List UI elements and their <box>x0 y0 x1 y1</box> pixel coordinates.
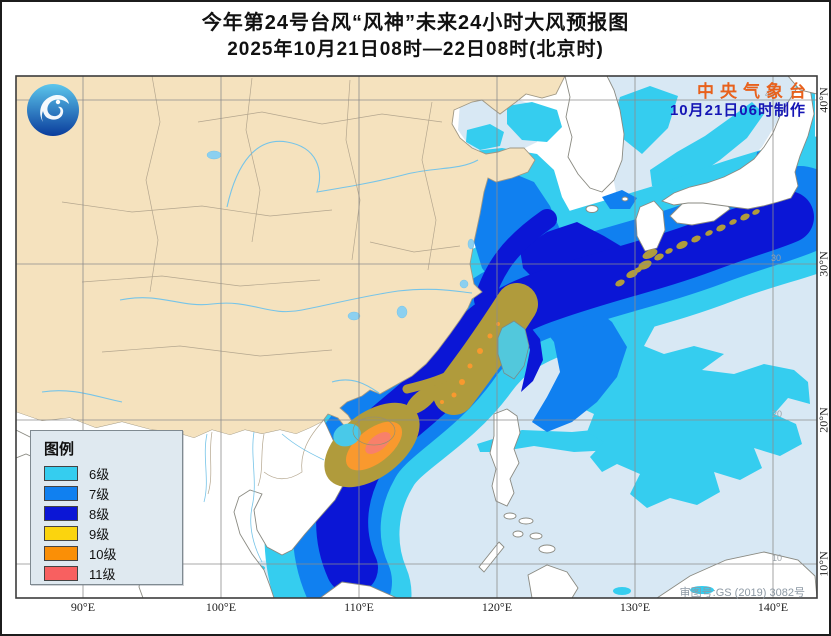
legend-label-7: 7级 <box>89 486 110 502</box>
map-approval-number: 审图号:GS (2019) 3082号 <box>679 587 805 599</box>
svg-text:20: 20 <box>772 409 782 419</box>
lon-label-140e: 140°E <box>757 600 789 614</box>
legend-row: 8级 <box>31 503 182 523</box>
svg-text:30: 30 <box>771 253 781 263</box>
hainan-outline <box>352 416 396 446</box>
legend-swatch-6 <box>44 465 78 481</box>
title-line2: 2025年10月21日08时—22日08时(北京时) <box>227 39 604 60</box>
lat-label-30n: 30°N <box>816 251 831 277</box>
legend-swatch-7 <box>44 485 78 501</box>
legend-label-8: 8级 <box>89 506 110 522</box>
legend-row: 11级 <box>31 563 182 583</box>
lat-label-40n: 40°N <box>816 87 831 113</box>
legend-row: 6级 <box>31 463 182 483</box>
legend-label-10: 10级 <box>89 546 117 562</box>
agency-name: 中央气象台 <box>697 82 812 101</box>
tonkin-gulf-light-patch <box>333 423 361 447</box>
land-korea-japan <box>564 76 817 252</box>
taiwan-island <box>497 320 530 380</box>
lat-label-20n: 20°N <box>816 407 831 433</box>
legend-row: 10级 <box>31 543 182 563</box>
map-frame <box>15 75 818 599</box>
issue-time: 10月21日06时制作 <box>669 102 806 119</box>
issuer-block: 中央气象台 10月21日06时制作 <box>670 82 806 120</box>
lakes <box>206 150 475 321</box>
legend-row: 7级 <box>31 483 182 503</box>
svg-text:40: 40 <box>765 89 775 99</box>
legend-swatch-8 <box>44 505 78 521</box>
grid-lines <box>16 76 817 598</box>
title-line1: 今年第24号台风“风神”未来24小时大风预报图 <box>201 12 630 34</box>
wind-area-11 <box>365 432 391 454</box>
rivers <box>41 140 479 563</box>
lon-label-100e: 100°E <box>205 600 237 614</box>
legend-label-11: 11级 <box>89 566 116 582</box>
legend-row: 9级 <box>31 523 182 543</box>
legend: 图例 6级 7级 8级 9级 10级 11级 <box>30 430 183 585</box>
cma-logo-icon <box>27 84 79 136</box>
page-title: 今年第24号台风“风神”未来24小时大风预报图 2025年10月21日08时—2… <box>2 10 829 62</box>
lon-label-120e: 120°E <box>481 600 513 614</box>
legend-label-9: 9级 <box>89 526 110 542</box>
lon-label-130e: 130°E <box>619 600 651 614</box>
legend-label-6: 6级 <box>89 466 110 482</box>
legend-title: 图例 <box>44 441 75 458</box>
legend-swatch-10 <box>44 545 78 561</box>
country-borders <box>207 419 325 495</box>
lon-label-90e: 90°E <box>70 600 96 614</box>
svg-text:10: 10 <box>772 553 782 563</box>
land-philippines-borneo <box>319 408 817 598</box>
wind-specks-south <box>613 586 714 595</box>
legend-swatch-9 <box>44 525 78 541</box>
legend-swatch-11 <box>44 565 78 581</box>
inner-grid-labels: 40 30 20 10 <box>765 89 782 563</box>
lat-label-10n: 10°N <box>816 551 831 577</box>
province-borders <box>61 76 461 357</box>
lon-label-110e: 110°E <box>344 600 374 614</box>
